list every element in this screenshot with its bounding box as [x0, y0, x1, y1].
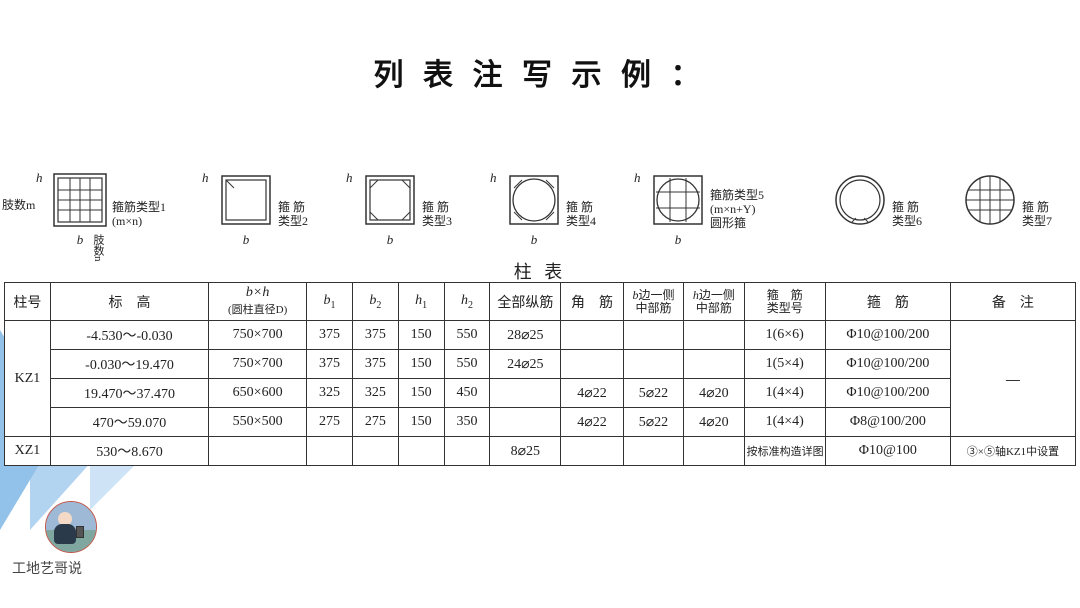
table-body: KZ1 -4.530～-0.030 750×700 375 375 150 55… — [5, 321, 1076, 466]
col-biaogao: 标 高 — [50, 283, 208, 321]
col-bxh: b×h (圆柱直径D) — [209, 283, 307, 321]
cell-zhuhao: KZ1 — [5, 321, 51, 437]
dia1-line2: (m×n) — [112, 214, 166, 228]
table-row: XZ1 530～8.670 8⌀25 按标准构造详图 Φ10@100 ③×⑤轴K… — [5, 437, 1076, 466]
author-avatar — [45, 501, 97, 553]
col-gutype: 箍 筋类型号 — [744, 283, 825, 321]
stirrup-type-7: 箍 筋 类型7 — [960, 170, 1020, 230]
limb-m-label: 肢数m — [2, 196, 35, 213]
col-hside: h边一侧中部筋 — [684, 283, 744, 321]
table-header-row: 柱号 标 高 b×h (圆柱直径D) b1 b2 h1 h2 全部纵筋 角 筋 … — [5, 283, 1076, 321]
h-label: h — [36, 170, 43, 186]
col-jiaojin: 角 筋 — [561, 283, 624, 321]
col-h2: h2 — [444, 283, 490, 321]
stirrup-type-1: h b 箍筋类型1 (m×n) 肢数n — [50, 170, 110, 230]
col-quanbu: 全部纵筋 — [490, 283, 561, 321]
cell-beizhu: — — [950, 321, 1075, 437]
stirrup-type-5: h b 箍筋类型5 (m×n+Y) 圆形箍 — [648, 170, 708, 230]
footer-author: 工地艺哥说 — [12, 558, 82, 578]
stirrup-type-6: 箍 筋 类型6 — [830, 170, 890, 230]
table-row: 19.470～37.470 650×600 325 325 150 450 4⌀… — [5, 379, 1076, 408]
stirrup-type-3: h b 箍 筋 类型3 — [360, 170, 420, 230]
col-beizhu: 备 注 — [950, 283, 1075, 321]
table-row: -0.030～19.470 750×700 375 375 150 550 24… — [5, 350, 1076, 379]
col-h1: h1 — [398, 283, 444, 321]
column-schedule-table: 柱号 标 高 b×h (圆柱直径D) b1 b2 h1 h2 全部纵筋 角 筋 … — [4, 282, 1076, 466]
col-zhuhao: 柱号 — [5, 283, 51, 321]
col-b1: b1 — [307, 283, 353, 321]
page-title: 列 表 注 写 示 例 ： — [0, 50, 1080, 94]
stirrup-type-4: h b 箍 筋 类型4 — [504, 170, 564, 230]
table-row: KZ1 -4.530～-0.030 750×700 375 375 150 55… — [5, 321, 1076, 350]
stirrup-type-2: h b 箍 筋 类型2 — [216, 170, 276, 230]
col-gujin: 箍 筋 — [825, 283, 950, 321]
table-row: 470～59.070 550×500 275 275 150 350 4⌀22 … — [5, 408, 1076, 437]
col-b2: b2 — [352, 283, 398, 321]
table-title: 柱 表 — [0, 258, 1080, 284]
dia1-line1: 箍筋类型1 — [112, 200, 166, 214]
col-bside: b边一侧中部筋 — [623, 283, 683, 321]
